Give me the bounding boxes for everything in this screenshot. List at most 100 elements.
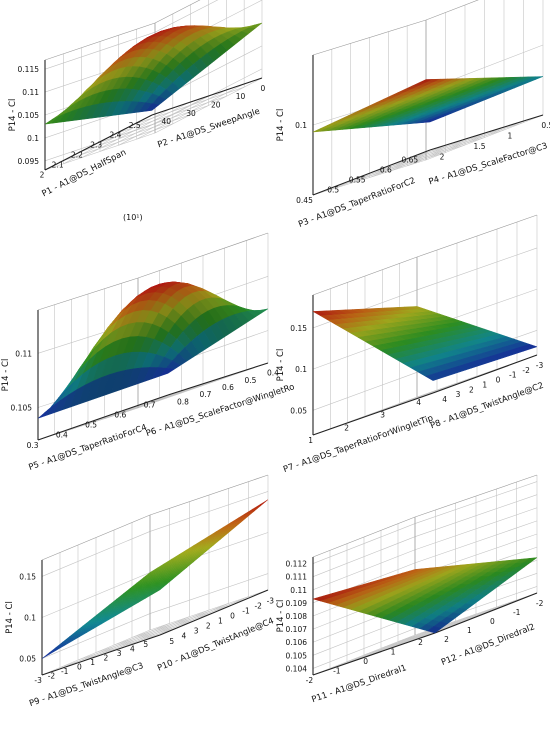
x-tick-label-6-4: 1 — [391, 648, 396, 657]
y-axis-label-1: P2 - A1@DS_SweepAngle — [156, 107, 261, 151]
x-axis-label-5: P9 - A1@DS_TwistAngle@C3 — [28, 661, 145, 709]
y-axis-label-3: P6 - A1@DS_ScaleFactor@WingletRo — [145, 382, 296, 439]
z-axis-label-4: P14 - Cl — [276, 349, 286, 382]
y-tick-label-4-7: -2 — [522, 366, 530, 375]
z-tick-label-1-5: 0.115 — [18, 65, 40, 74]
x-tick-label-4-2: 2 — [344, 423, 349, 432]
y-tick-label-5-5: 1 — [218, 617, 223, 626]
y-tick-label-2-1: 2 — [440, 152, 445, 161]
y-tick-label-3-5: 0.4 — [267, 369, 279, 378]
y-tick-label-4-6: -1 — [509, 371, 517, 380]
y-tick-label-3-4: 0.5 — [245, 376, 257, 385]
tick-labels-6: 0.104 0.105 0.106 0.107 0.108 0.109 0.11 0.111 0… — [286, 560, 544, 685]
z-tick-label-4-1: 0.05 — [290, 406, 307, 415]
x-tick-label-1-5: 2.4 — [109, 131, 121, 140]
x-tick-label-5-7: 3 — [117, 649, 122, 658]
x-tick-label-3-3: 0.5 — [85, 421, 97, 430]
y-tick-label-5-3: 3 — [194, 627, 199, 636]
y-tick-label-1-1: 40 — [162, 117, 172, 126]
surface-3 — [37, 281, 269, 419]
z-tick-label-6-3: 0.106 — [286, 638, 308, 647]
x-tick-label-2-1: 0.45 — [296, 196, 313, 205]
x-tick-label-2-3: 0.55 — [349, 176, 366, 185]
z-tick-label-1-3: 0.105 — [18, 111, 40, 120]
x-tick-label-4-4: 4 — [416, 398, 421, 407]
x-tick-label-1-2: 2.1 — [52, 160, 64, 169]
surface-1 — [44, 22, 263, 125]
y-tick-label-2-3: 1 — [507, 131, 512, 140]
y-tick-label-3-1: 0.8 — [177, 397, 189, 406]
x-tick-label-5-9: 5 — [143, 640, 148, 649]
z-axis-label-2: P14 - Cl — [276, 109, 286, 142]
z-tick-label-6-2: 0.105 — [286, 651, 308, 660]
axes-1 — [44, 60, 263, 171]
x-tick-label-6-3: 0 — [363, 657, 368, 666]
y-tick-label-4-3: 2 — [469, 385, 474, 394]
z-tick-label-6-9: 0.112 — [286, 560, 308, 569]
x-tick-label-5-8: 4 — [130, 645, 135, 654]
y-tick-label-4-4: 1 — [482, 380, 487, 389]
y-tick-label-1-2: 30 — [186, 109, 196, 118]
x-tick-label-4-1: 1 — [308, 436, 313, 445]
x-axis-label-4: P7 - A1@DS_TaperRatioForWingletTip — [282, 413, 435, 475]
z-axis-label-5: P14 - Cl — [5, 601, 15, 634]
chart-panel-1: 0.095 0.1 0.105 0.11 0.115 2 2.1 2.2 2.3 2.4 2.5 40… — [8, 0, 266, 222]
y-tick-label-5-8: -2 — [254, 601, 262, 610]
x-axis-label-3: P5 - A1@DS_TaperRatioForC4 — [27, 423, 148, 473]
axes-6 — [312, 557, 538, 676]
z-tick-label-1-2: 0.1 — [27, 134, 39, 143]
x-tick-label-6-1: -2 — [306, 676, 314, 685]
x-tick-label-1-3: 2.2 — [71, 150, 83, 159]
z-tick-label-5-2: 0.1 — [24, 614, 36, 623]
tick-labels-1: 0.095 0.1 0.105 0.11 0.115 2 2.1 2.2 2.3 2.4 2.5 40… — [18, 65, 266, 179]
axes-2 — [312, 55, 544, 196]
z-tick-label-6-4: 0.107 — [286, 625, 308, 634]
z-tick-label-4-3: 0.15 — [290, 324, 307, 333]
y-tick-label-2-2: 1.5 — [474, 142, 486, 151]
z-tick-label-2-1: 0.1 — [295, 121, 307, 130]
z-axis-label-1: P14 - Cl — [8, 99, 18, 132]
y-tick-label-6-4: -1 — [513, 608, 521, 617]
surface-6 — [312, 557, 538, 634]
x-tick-label-1-4: 2.3 — [90, 141, 102, 150]
y-tick-label-4-2: 3 — [456, 390, 461, 399]
y-tick-label-6-3: 0 — [490, 617, 495, 626]
x-tick-label-5-2: -2 — [48, 672, 56, 681]
y-tick-label-6-2: 1 — [467, 626, 472, 635]
y-tick-label-3-3: 0.6 — [222, 383, 234, 392]
y-tick-label-2-4: 0.5 — [541, 121, 550, 130]
z-axis-label-6: P14 - Cl — [276, 600, 286, 633]
z-tick-label-5-1: 0.05 — [19, 655, 36, 664]
x-axis-label-6: P11 - A1@DS_Diredral1 — [311, 663, 408, 705]
z-tick-label-3-1: 0.105 — [11, 404, 33, 413]
x-tick-label-6-2: -1 — [333, 666, 341, 675]
y-tick-label-5-1: 5 — [169, 637, 174, 646]
x-tick-label-4-3: 3 — [380, 411, 385, 420]
x-tick-label-2-5: 0.65 — [401, 155, 418, 164]
surface-2 — [312, 76, 544, 133]
y-tick-label-5-6: 0 — [230, 611, 235, 620]
axes-5 — [41, 560, 269, 676]
x-tick-label-1-6: 2.5 — [129, 121, 141, 130]
y-tick-label-1-5: 0 — [261, 84, 266, 93]
y-tick-label-1-3: 20 — [211, 101, 221, 110]
x-tick-label-5-6: 2 — [103, 654, 108, 663]
z-tick-label-5-3: 0.15 — [19, 572, 36, 581]
x-tick-label-1-1: 2 — [40, 170, 45, 179]
y-tick-label-3-2: 0.7 — [200, 390, 212, 399]
x-tick-label-3-5: 0.7 — [144, 400, 156, 409]
y-tick-label-4-1: 4 — [442, 395, 447, 404]
y-tick-label-5-7: -1 — [242, 606, 250, 615]
y-tick-label-4-5: 0 — [496, 376, 501, 385]
y-tick-label-5-2: 4 — [182, 632, 187, 641]
x-tick-label-6-5: 2 — [418, 638, 423, 647]
z-tick-label-6-8: 0.111 — [286, 573, 308, 582]
x-tick-label-3-1: 0.3 — [27, 441, 39, 450]
z-tick-label-6-5: 0.108 — [286, 612, 308, 621]
y-tick-label-5-4: 2 — [206, 622, 211, 631]
x-tick-label-5-1: -3 — [34, 676, 42, 685]
